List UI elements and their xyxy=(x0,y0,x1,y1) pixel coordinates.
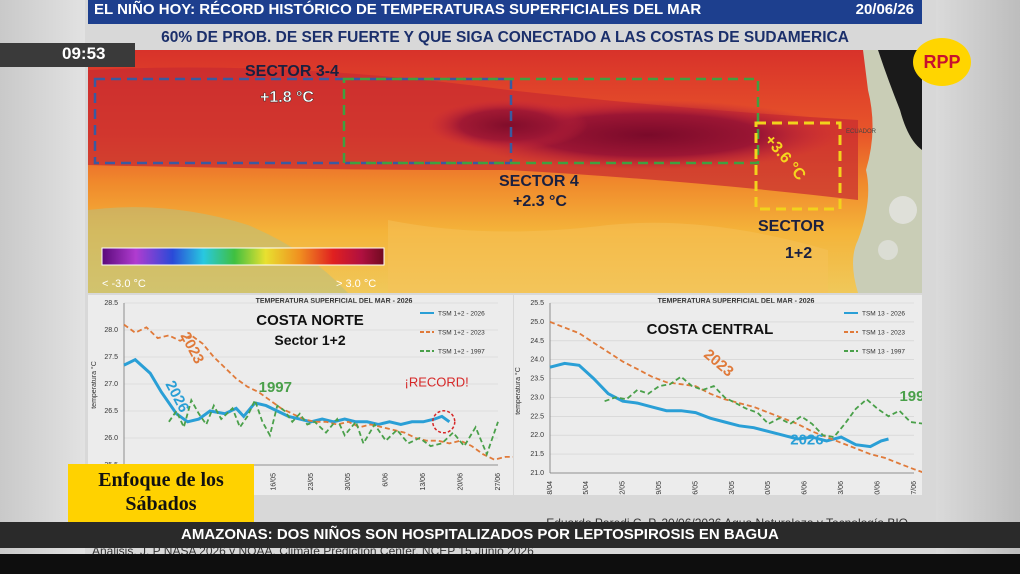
clock-time: 09:53 xyxy=(62,44,106,63)
x-tick-label: 30/05 xyxy=(765,481,772,495)
y-axis-label: temperatura °C xyxy=(514,367,522,415)
series-label-1997: 1997 xyxy=(259,379,292,396)
sector12-label: SECTOR xyxy=(758,218,825,235)
news-ticker: AMAZONAS: DOS NIÑOS SON HOSPITALIZADOS P… xyxy=(0,522,1020,548)
x-tick-label: 2/05 xyxy=(620,481,627,495)
rpp-logo: RPP xyxy=(913,38,971,86)
clock-badge: 09:53 xyxy=(0,43,135,67)
y-tick-label: 27.0 xyxy=(104,381,118,388)
y-tick-label: 24.0 xyxy=(530,357,544,364)
program-name-box: Enfoque de los Sábados xyxy=(68,464,254,522)
y-tick-label: 26.5 xyxy=(104,408,118,415)
series-line-1997 xyxy=(168,397,499,457)
legend-label: TSM 13 - 1997 xyxy=(862,349,905,356)
y-tick-label: 28.0 xyxy=(104,327,118,334)
legend-label: TSM 1+2 - 1997 xyxy=(438,349,485,356)
y-tick-label: 25.5 xyxy=(530,300,544,307)
y-tick-label: 24.5 xyxy=(530,338,544,345)
x-tick-label: 18/04 xyxy=(547,481,554,495)
chart-title: TEMPERATURA SUPERFICIAL DEL MAR - 2026 xyxy=(256,298,413,305)
sector34-box xyxy=(93,77,513,165)
x-tick-label: 6/06 xyxy=(802,481,809,495)
sector12-box xyxy=(754,121,842,211)
x-tick-label: 16/05 xyxy=(692,481,699,495)
chart-heading: COSTA CENTRAL xyxy=(647,321,774,338)
slide-title-bar: EL NIÑO HOY: RÉCORD HISTÓRICO DE TEMPERA… xyxy=(88,0,922,24)
slide-subtitle: 60% DE PROB. DE SER FUERTE Y QUE SIGA CO… xyxy=(161,29,849,46)
chart-title: TEMPERATURA SUPERFICIAL DEL MAR - 2026 xyxy=(658,298,815,305)
scale-max-label: > 3.0 °C xyxy=(336,278,376,290)
chart-subheading: Sector 1+2 xyxy=(274,332,345,348)
right-backdrop xyxy=(936,0,1020,574)
y-tick-label: 26.0 xyxy=(104,435,118,442)
program-name-line1: Enfoque de los xyxy=(98,469,224,491)
sector34-value: +1.8 °C xyxy=(260,89,314,106)
sector4-label: SECTOR 4 xyxy=(499,173,579,190)
legend-label: TSM 1+2 - 2026 xyxy=(438,311,485,318)
x-tick-label: 23/05 xyxy=(729,481,736,495)
x-tick-label: 13/06 xyxy=(838,481,845,495)
legend-label: TSM 1+2 - 2023 xyxy=(438,330,485,337)
scale-min-label: < -3.0 °C xyxy=(102,278,146,290)
series-line-2026 xyxy=(123,357,451,427)
x-tick-label: 13/06 xyxy=(420,473,427,491)
record-annotation: ¡RECORD! xyxy=(405,375,469,390)
series-line-2023 xyxy=(549,321,922,473)
sector4-box xyxy=(342,77,760,165)
series-label-2026: 2026 xyxy=(790,432,823,449)
record-circle xyxy=(432,410,456,434)
bottom-band xyxy=(0,554,1020,574)
x-tick-label: 27/06 xyxy=(495,473,502,491)
x-tick-label: 27/06 xyxy=(911,481,918,495)
y-tick-label: 21.5 xyxy=(530,451,544,458)
y-tick-label: 23.0 xyxy=(530,394,544,401)
y-tick-label: 21.0 xyxy=(530,470,544,477)
series-line-2023 xyxy=(123,323,513,461)
x-tick-label: 20/06 xyxy=(874,481,881,495)
x-tick-label: 30/05 xyxy=(345,473,352,491)
ticker-headline: AMAZONAS: DOS NIÑOS SON HOSPITALIZADOS P… xyxy=(181,526,779,543)
x-tick-label: 25/04 xyxy=(583,481,590,495)
x-tick-label: 9/05 xyxy=(656,481,663,495)
x-tick-label: 6/06 xyxy=(383,473,390,487)
y-tick-label: 25.0 xyxy=(530,319,544,326)
y-tick-label: 23.5 xyxy=(530,376,544,383)
sst-anomaly-map: ECUADOR SECTOR 3-4 +1.8 °C SECTOR 4 +2.3… xyxy=(88,50,922,293)
slide-date: 20/06/26 xyxy=(855,1,914,18)
x-tick-label: 20/06 xyxy=(457,473,464,491)
chart-heading: COSTA NORTE xyxy=(256,312,364,329)
chart-costa-central: TEMPERATURA SUPERFICIAL DEL MAR - 2026 C… xyxy=(514,295,922,495)
land-label: ECUADOR xyxy=(846,129,877,135)
series-label-2023: 2023 xyxy=(177,329,208,366)
sector12-label-2: 1+2 xyxy=(785,245,812,262)
legend-label: TSM 13 - 2023 xyxy=(862,330,905,337)
y-tick-label: 22.0 xyxy=(530,432,544,439)
sector34-label: SECTOR 3-4 xyxy=(245,63,339,80)
sector4-value: +2.3 °C xyxy=(513,193,567,210)
series-label-2023: 2023 xyxy=(700,346,736,380)
y-axis-label: temperatura °C xyxy=(90,361,98,409)
slide-title: EL NIÑO HOY: RÉCORD HISTÓRICO DE TEMPERA… xyxy=(94,1,702,18)
chart-costa-norte: TEMPERATURA SUPERFICIAL DEL MAR - 2026 C… xyxy=(88,295,513,495)
x-tick-label: 23/05 xyxy=(308,473,315,491)
series-line-1997 xyxy=(604,375,922,439)
y-tick-label: 27.5 xyxy=(104,354,118,361)
color-scale-bar xyxy=(101,247,385,266)
series-label-1997: 1997 xyxy=(899,388,922,405)
y-tick-label: 28.5 xyxy=(104,300,118,307)
program-name-line2: Sábados xyxy=(125,493,197,515)
y-tick-label: 22.5 xyxy=(530,413,544,420)
x-tick-label: 16/05 xyxy=(270,473,277,491)
legend-label: TSM 13 - 2026 xyxy=(862,311,905,318)
series-line-2026 xyxy=(549,361,889,449)
